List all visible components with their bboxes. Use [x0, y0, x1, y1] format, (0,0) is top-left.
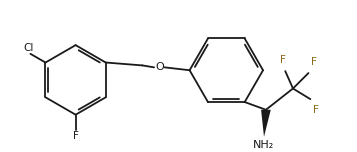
Text: NH₂: NH₂ — [253, 140, 275, 150]
Text: F: F — [313, 105, 319, 115]
Polygon shape — [261, 110, 271, 137]
Text: F: F — [73, 131, 79, 141]
Text: Cl: Cl — [23, 43, 34, 53]
Text: O: O — [155, 62, 164, 72]
Text: F: F — [311, 57, 317, 67]
Text: F: F — [280, 55, 286, 65]
